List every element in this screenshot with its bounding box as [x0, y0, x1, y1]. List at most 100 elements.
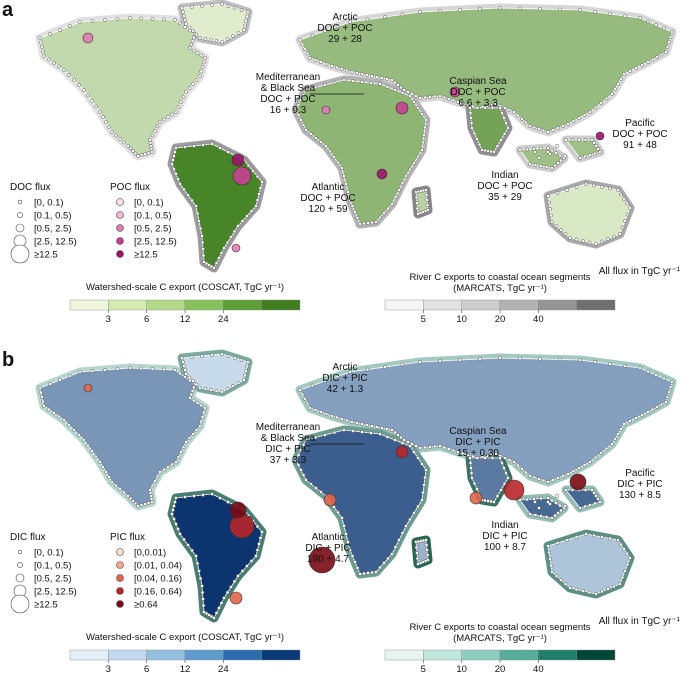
flux-marker [623, 364, 627, 368]
basin-name: Atlantic [312, 182, 345, 193]
flux-marker [558, 7, 562, 12]
flux-marker [469, 471, 474, 475]
flux-marker [623, 219, 627, 223]
flux-marker [330, 64, 334, 68]
flux-marker [654, 23, 658, 27]
flux-marker [506, 476, 510, 480]
flux-marker [332, 430, 337, 435]
flux-marker [187, 86, 192, 90]
flux-marker [414, 444, 418, 448]
flux-marker [668, 385, 673, 389]
colorbar-swatch [538, 299, 577, 311]
flux-marker [596, 497, 600, 501]
flux-marker [260, 530, 264, 534]
flux-marker [173, 500, 177, 504]
flux-marker [191, 432, 195, 436]
colorbar-tick-label: 5 [421, 314, 426, 325]
flux-marker [199, 403, 204, 408]
flux-marker [136, 154, 140, 158]
flux-marker [646, 60, 650, 64]
flux-marker-large [323, 493, 337, 507]
flux-marker [574, 535, 579, 539]
colorbar-swatch [384, 299, 424, 311]
flux-marker [245, 214, 249, 218]
flux-marker [189, 392, 194, 397]
flux-marker [577, 116, 581, 120]
basin-name: Caspian Sea [449, 76, 507, 87]
colorbar-tick-label: 20 [495, 314, 506, 325]
flux-marker [107, 125, 111, 129]
flux-marker [122, 140, 126, 145]
flux-marker [172, 167, 176, 171]
flux-marker [242, 28, 246, 32]
flux-marker [499, 488, 503, 492]
flux-marker [201, 247, 205, 251]
flux-legend-title: DIC flux [10, 532, 46, 543]
flux-marker [190, 548, 194, 553]
flux-marker [583, 154, 587, 159]
flux-marker [554, 224, 559, 228]
flux-marker [606, 587, 610, 591]
flux-marker [640, 63, 644, 67]
flux-marker [550, 570, 554, 574]
colorbar-swatch [576, 299, 616, 311]
flux-marker [667, 40, 671, 44]
flux-marker [172, 517, 176, 521]
flux-marker [257, 542, 261, 546]
flux-marker [355, 421, 359, 425]
flux-marker [590, 488, 594, 492]
flux-legend-label: [0.16, 0.64) [134, 587, 182, 598]
flux-marker [323, 29, 327, 33]
flux-marker [133, 501, 138, 506]
flux-marker [588, 110, 592, 114]
flux-marker [599, 101, 603, 105]
flux-marker [646, 19, 650, 24]
flux-marker [355, 216, 360, 220]
flux-marker [400, 91, 405, 95]
flux-marker [541, 478, 546, 483]
flux-marker [245, 14, 249, 19]
flux-marker [257, 192, 261, 196]
flux-marker [233, 356, 237, 360]
flux-marker [532, 147, 536, 151]
flux-marker [478, 357, 482, 361]
flux-marker [385, 435, 390, 439]
flux-marker [518, 498, 522, 502]
flux-marker [195, 51, 200, 55]
flux-marker [423, 445, 427, 450]
flux-marker [581, 589, 585, 593]
flux-marker [150, 500, 154, 504]
flux-marker [416, 456, 420, 460]
flux-marker [183, 18, 187, 22]
flux-marker [214, 611, 219, 615]
flux-legend: PIC flux [0,0.01) [0.01, 0.04) [0.04, 0.16)… [110, 532, 182, 611]
flux-marker [492, 150, 496, 154]
flux-marker [149, 144, 153, 148]
colorbar-swatch [108, 649, 147, 661]
flux-marker [190, 389, 195, 393]
basin-component: DIC + PIC [265, 444, 310, 455]
flux-marker [219, 601, 224, 605]
flux-marker [550, 516, 554, 520]
flux-legend-swatch [17, 562, 23, 568]
flux-marker [192, 494, 196, 498]
flux-marker [181, 360, 185, 364]
flux-marker [191, 398, 196, 403]
basin-name: Caspian Sea [449, 426, 507, 437]
flux-marker [489, 499, 493, 504]
flux-marker [246, 10, 250, 14]
flux-marker [468, 461, 473, 465]
flux-marker [547, 550, 551, 555]
flux-marker [203, 406, 207, 410]
flux-marker [183, 25, 187, 29]
flux-marker [390, 78, 394, 82]
basin-value: 16 + 9.3 [270, 105, 307, 116]
flux-legend-label: [2.5, 12.5) [34, 587, 77, 598]
flux-marker [82, 88, 86, 92]
watershed-basin [39, 367, 206, 507]
colorbar-swatch [146, 299, 186, 311]
flux-legend-label: [0.1, 0.5) [134, 211, 172, 222]
basin-component: DIC + PIC [322, 373, 367, 384]
colorbar: Watershed-scale C export (COSCAT, TgC yr… [69, 282, 301, 325]
